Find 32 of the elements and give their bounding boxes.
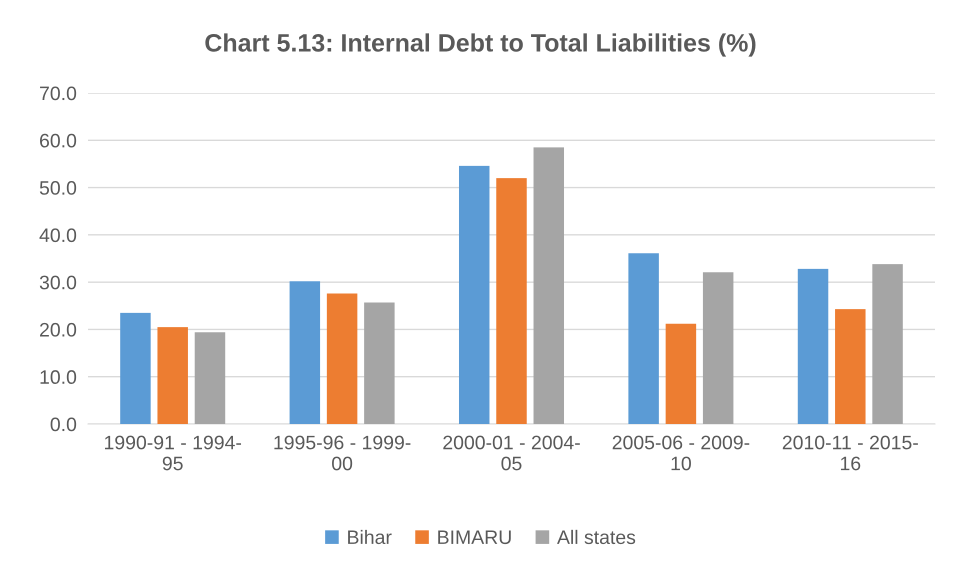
y-tick-label: 40.0 bbox=[39, 228, 76, 242]
bar bbox=[628, 253, 659, 424]
bar bbox=[835, 309, 866, 424]
bar bbox=[326, 293, 358, 424]
bar bbox=[496, 178, 527, 424]
bar bbox=[290, 281, 320, 424]
bar bbox=[798, 268, 828, 424]
bar bbox=[666, 324, 696, 424]
bar bbox=[364, 302, 395, 424]
bar bbox=[872, 264, 903, 424]
legend-label: All states bbox=[557, 530, 636, 544]
x-tick-label: 1995-96 - 1999- 00 bbox=[274, 436, 410, 470]
y-tick-label: 50.0 bbox=[40, 181, 76, 195]
chart-title: Chart 5.13: Internal Debt to Total Liabilities (%) bbox=[205, 33, 756, 57]
y-tick-label: 10.0 bbox=[40, 370, 76, 384]
y-tick-label: 30.0 bbox=[40, 276, 76, 290]
x-tick-label: 1990-91 - 1994- 95 bbox=[105, 436, 242, 470]
bar bbox=[458, 166, 490, 424]
y-tick-label: 70.0 bbox=[40, 86, 76, 100]
bar bbox=[534, 147, 564, 424]
bar bbox=[194, 332, 226, 424]
bar bbox=[157, 327, 188, 424]
x-tick-label: 2000-01 - 2004- 05 bbox=[443, 436, 580, 470]
x-tick-label: 2010-11 - 2015- 16 bbox=[782, 436, 918, 470]
bar bbox=[702, 272, 734, 424]
y-tick-label: 20.0 bbox=[40, 322, 76, 337]
bar bbox=[120, 312, 151, 424]
y-tick-label: 60.0 bbox=[40, 134, 76, 148]
legend-label: BIMARU bbox=[438, 530, 511, 544]
legend-label: Bihar bbox=[348, 530, 392, 544]
y-tick-label: 0.0 bbox=[50, 417, 76, 432]
x-tick-label: 2005-06 - 2009- 10 bbox=[612, 436, 750, 470]
